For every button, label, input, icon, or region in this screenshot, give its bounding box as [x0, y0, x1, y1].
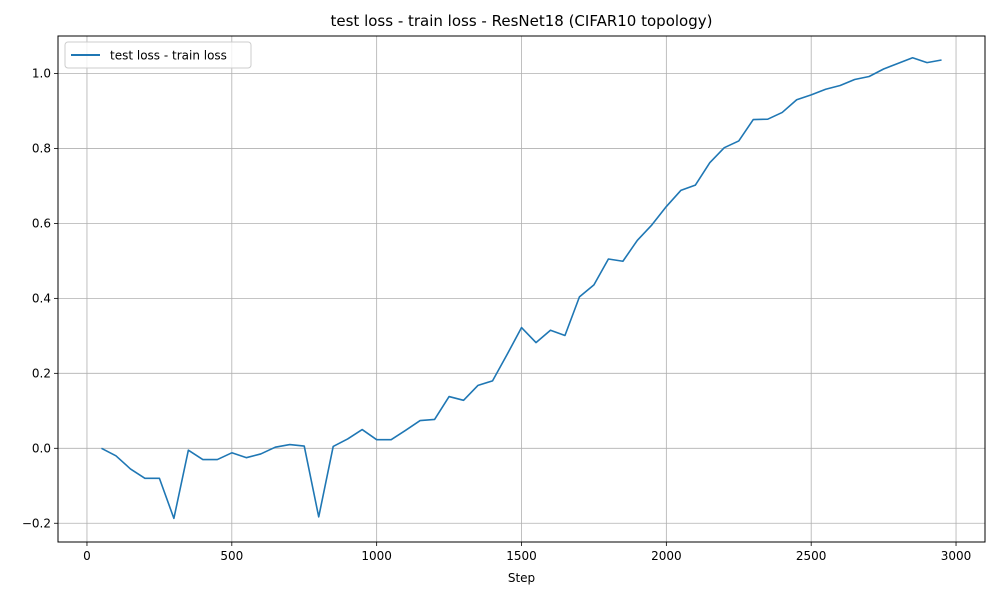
y-ticks: −0.2 0.0 0.2 0.4 0.6 0.8 1.0	[22, 66, 58, 530]
x-axis-label: Step	[508, 571, 535, 585]
legend: test loss - train loss	[64, 41, 252, 69]
series-line	[101, 56, 942, 520]
y-tick-label: 0.2	[32, 366, 51, 380]
y-tick-label: 0.4	[32, 291, 51, 305]
x-tick-label: 1500	[506, 549, 537, 563]
legend-box	[64, 41, 252, 69]
y-tick-label: 0.0	[32, 441, 51, 455]
chart-title: test loss - train loss - ResNet18 (CIFAR…	[331, 12, 713, 30]
series-layer	[101, 56, 942, 520]
x-tick-label: 500	[220, 549, 243, 563]
y-tick-label: 1.0	[32, 66, 51, 80]
x-tick-label: 2000	[651, 549, 682, 563]
x-ticks: 0 500 1000 1500 2000 2500 3000	[83, 542, 971, 563]
y-tick-label: 0.6	[32, 216, 51, 230]
y-tick-label: −0.2	[22, 516, 51, 530]
x-tick-label: 1000	[361, 549, 392, 563]
y-tick-label: 0.8	[32, 141, 51, 155]
x-tick-label: 3000	[941, 549, 972, 563]
grid	[58, 36, 985, 542]
x-tick-label: 0	[83, 549, 91, 563]
x-tick-label: 2500	[796, 549, 827, 563]
legend-label: test loss - train loss	[110, 49, 227, 63]
